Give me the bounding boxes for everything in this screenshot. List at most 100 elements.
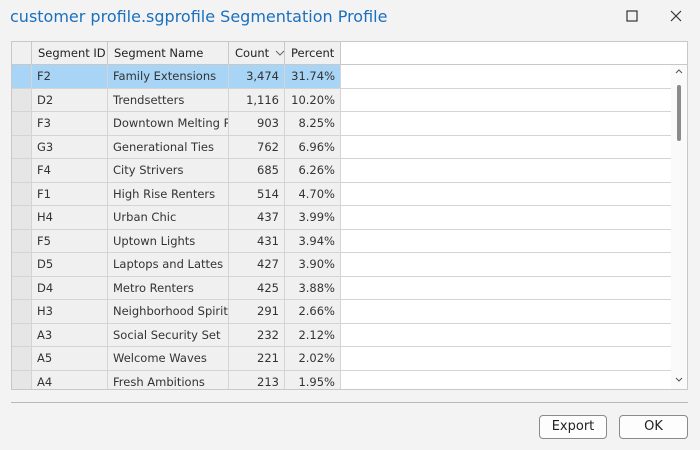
table-cell[interactable]: 903 — [229, 112, 285, 136]
table-cell[interactable]: F4 — [32, 159, 108, 183]
dialog-title: customer profile.sgprofile Segmentation … — [10, 7, 388, 26]
table-cell[interactable]: 685 — [229, 159, 285, 183]
row-header[interactable] — [12, 229, 32, 253]
table-cell[interactable]: 8.25% — [285, 112, 341, 136]
sort-indicator — [275, 50, 285, 56]
header-filler — [341, 42, 687, 65]
table-cell[interactable]: 4.70% — [285, 182, 341, 206]
table-cell[interactable]: Neighborhood Spirit — [108, 300, 229, 324]
table-cell[interactable]: Social Security Set — [108, 323, 229, 347]
table-cell[interactable]: 6.26% — [285, 159, 341, 183]
row-header[interactable] — [12, 182, 32, 206]
table-cell[interactable]: 431 — [229, 229, 285, 253]
table-cell[interactable]: Fresh Ambitions — [108, 370, 229, 389]
table-cell[interactable]: F5 — [32, 229, 108, 253]
row-filler — [341, 347, 671, 371]
row-header-corner — [12, 42, 32, 65]
table-cell[interactable]: Downtown Melting Pot — [108, 112, 229, 136]
table-cell[interactable]: G3 — [32, 135, 108, 159]
table-cell[interactable]: 232 — [229, 323, 285, 347]
column-header[interactable]: Segment ID — [32, 42, 108, 65]
row-header[interactable] — [12, 65, 32, 89]
row-filler — [341, 135, 671, 159]
row-header[interactable] — [12, 253, 32, 277]
table-cell[interactable]: 514 — [229, 182, 285, 206]
table-cell[interactable]: 221 — [229, 347, 285, 371]
table-cell[interactable]: 437 — [229, 206, 285, 230]
table-cell[interactable]: D2 — [32, 88, 108, 112]
table-cell[interactable]: Uptown Lights — [108, 229, 229, 253]
table-cell[interactable]: F1 — [32, 182, 108, 206]
data-grid: Segment ID Segment Name Count Percent F2 Fami… — [11, 41, 688, 390]
row-filler — [341, 159, 671, 183]
table-cell[interactable]: 213 — [229, 370, 285, 389]
row-header[interactable] — [12, 112, 32, 136]
scrollbar-graphics — [675, 69, 683, 382]
column-header[interactable]: Segment Name — [108, 42, 229, 65]
table-cell[interactable]: Laptops and Lattes — [108, 253, 229, 277]
table-cell[interactable]: Welcome Waves — [108, 347, 229, 371]
row-filler — [341, 300, 671, 324]
separator — [11, 402, 688, 403]
row-filler — [341, 253, 671, 277]
ok-button[interactable]: OK — [619, 415, 688, 439]
table-cell[interactable]: H4 — [32, 206, 108, 230]
table-cell[interactable]: 6.96% — [285, 135, 341, 159]
column-header[interactable]: Count — [229, 42, 285, 65]
row-filler — [341, 88, 671, 112]
row-filler — [341, 323, 671, 347]
table-cell[interactable]: Urban Chic — [108, 206, 229, 230]
row-filler — [341, 229, 671, 253]
table-cell[interactable]: A3 — [32, 323, 108, 347]
table-cell[interactable]: 10.20% — [285, 88, 341, 112]
table-cell[interactable]: F2 — [32, 65, 108, 89]
table-cell[interactable]: Generational Ties — [108, 135, 229, 159]
row-filler — [341, 276, 671, 300]
table-cell[interactable]: 2.12% — [285, 323, 341, 347]
table-cell[interactable]: 427 — [229, 253, 285, 277]
row-header[interactable] — [12, 135, 32, 159]
table-cell[interactable]: 3.90% — [285, 253, 341, 277]
table-cell[interactable]: 762 — [229, 135, 285, 159]
table-cell[interactable]: D5 — [32, 253, 108, 277]
table-cell[interactable]: 1,116 — [229, 88, 285, 112]
table-cell[interactable]: City Strivers — [108, 159, 229, 183]
row-filler — [341, 370, 671, 389]
table-cell[interactable]: High Rise Renters — [108, 182, 229, 206]
export-button[interactable]: Export — [539, 415, 607, 439]
row-header[interactable] — [12, 276, 32, 300]
table-cell[interactable]: 425 — [229, 276, 285, 300]
table-cell[interactable]: D4 — [32, 276, 108, 300]
table-cell[interactable]: A4 — [32, 370, 108, 389]
table-cell[interactable]: 3.99% — [285, 206, 341, 230]
row-header[interactable] — [12, 323, 32, 347]
table-cell[interactable]: 3.88% — [285, 276, 341, 300]
row-header[interactable] — [12, 88, 32, 112]
row-filler — [341, 65, 671, 89]
table-cell[interactable]: 1.95% — [285, 370, 341, 389]
table-cell[interactable]: 3.94% — [285, 229, 341, 253]
table-cell[interactable]: F3 — [32, 112, 108, 136]
table-cell[interactable]: Metro Renters — [108, 276, 229, 300]
column-header[interactable]: Percent — [285, 42, 341, 65]
table-cell[interactable]: A5 — [32, 347, 108, 371]
row-header[interactable] — [12, 159, 32, 183]
table-cell[interactable]: Family Extensions — [108, 65, 229, 89]
row-header[interactable] — [12, 206, 32, 230]
row-filler — [341, 206, 671, 230]
scrollbar[interactable] — [671, 65, 687, 389]
row-header[interactable] — [12, 347, 32, 371]
table-cell[interactable]: Trendsetters — [108, 88, 229, 112]
table-cell[interactable]: 2.02% — [285, 347, 341, 371]
row-filler — [341, 182, 671, 206]
table-cell[interactable]: 291 — [229, 300, 285, 324]
row-header[interactable] — [12, 370, 32, 389]
table-cell[interactable]: 2.66% — [285, 300, 341, 324]
table-cell[interactable]: 3,474 — [229, 65, 285, 89]
row-filler — [341, 112, 671, 136]
table-cell[interactable]: 31.74% — [285, 65, 341, 89]
table-cell[interactable]: H3 — [32, 300, 108, 324]
row-header[interactable] — [12, 300, 32, 324]
window-controls[interactable] — [620, 4, 695, 30]
